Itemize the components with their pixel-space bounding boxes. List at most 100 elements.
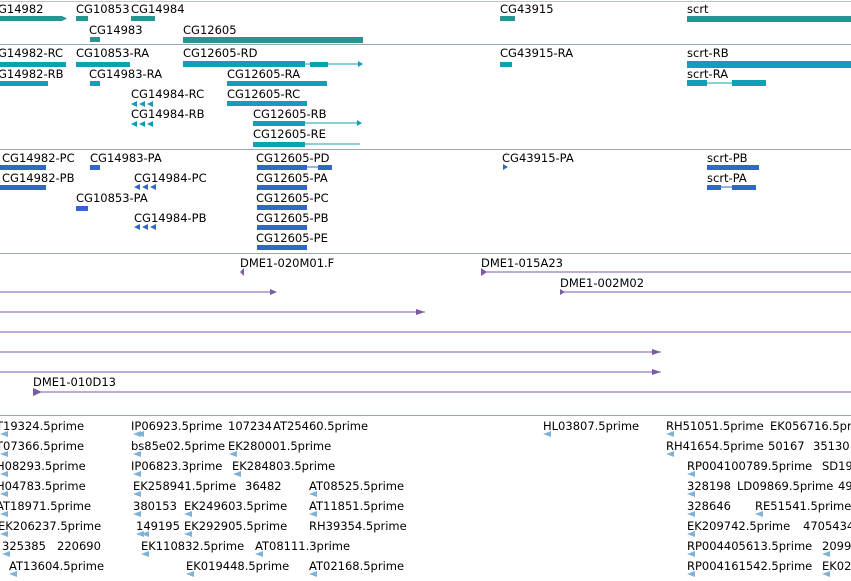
cds-bar[interactable] [257, 225, 307, 230]
transcript-exon[interactable] [253, 142, 305, 147]
transcript-label[interactable]: CG12605-RE [253, 127, 326, 141]
transcript-label[interactable]: scrt-RA [687, 67, 729, 81]
est-label[interactable]: AT25460.5prime [273, 419, 369, 433]
est-label[interactable]: 4705434 [803, 519, 851, 533]
clone-label[interactable]: DME1-010D13 [33, 375, 116, 389]
transcript-label[interactable]: CG12605-RD [183, 46, 258, 60]
transcript-label[interactable]: CG14984-RC [131, 87, 205, 101]
cds-bar[interactable] [257, 205, 307, 210]
cds-bar[interactable] [76, 206, 88, 211]
transcript-label[interactable]: CG43915-RA [500, 46, 574, 60]
clone-label[interactable]: DME1-020M01.F [240, 256, 335, 270]
gene-label[interactable]: CG12605 [183, 23, 237, 37]
cds-label[interactable]: scrt-PA [707, 171, 747, 185]
est-label[interactable]: 36482 [245, 479, 282, 493]
gene-bar[interactable] [90, 37, 100, 42]
transcript-exon[interactable] [139, 121, 145, 127]
gene-bar[interactable] [500, 16, 515, 21]
est-label[interactable]: H08293.5prime [0, 459, 86, 473]
est-label[interactable]: EK209742.5prime [687, 519, 791, 533]
cds-bar[interactable] [707, 185, 721, 190]
transcript-exon[interactable] [147, 121, 153, 127]
est-label[interactable]: EK258941.5prime [133, 479, 237, 493]
cds-label[interactable]: CG12605-PD [256, 151, 330, 165]
gene-bar[interactable] [76, 16, 88, 21]
gene-label[interactable]: scrt [687, 2, 709, 16]
est-label[interactable]: AT13604.5prime [9, 559, 105, 573]
gene-bar[interactable] [0, 16, 62, 21]
gene-label[interactable]: CG14983 [89, 23, 143, 37]
clone-end-marker[interactable] [270, 289, 277, 295]
est-label[interactable]: EK110832.5prime [141, 539, 245, 553]
est-label[interactable]: LD09869.5prime [737, 479, 834, 493]
est-label[interactable]: RP004405613.5prime [687, 539, 813, 553]
est-label[interactable]: RP004100789.5prime [687, 459, 813, 473]
cds-bar[interactable] [257, 185, 307, 190]
est-label[interactable]: 49 [838, 479, 851, 493]
est-label[interactable]: SD19 [822, 459, 851, 473]
cds-label[interactable]: CG12605-PC [256, 191, 329, 205]
est-label[interactable]: 107234 [228, 419, 272, 433]
est-label[interactable]: T19324.5prime [0, 419, 85, 433]
est-label[interactable]: EK292905.5prime [184, 519, 288, 533]
transcript-exon[interactable] [310, 62, 328, 67]
transcript-label[interactable]: CG12605-RB [253, 107, 327, 121]
transcript-label[interactable]: scrt-RB [687, 46, 729, 60]
cds-bar[interactable] [0, 165, 46, 170]
cds-label[interactable]: CG14984-PB [134, 211, 207, 225]
transcript-strand-arrow[interactable] [357, 120, 362, 126]
est-label[interactable]: AT18971.5prime [0, 499, 92, 513]
cds-bar[interactable] [90, 165, 100, 170]
gene-label[interactable]: CG10853 [76, 2, 130, 16]
est-label[interactable]: EK056716.5prime [770, 419, 851, 433]
transcript-label[interactable]: CG14983-RA [89, 67, 163, 81]
est-label[interactable]: EK249603.5prime [184, 499, 288, 513]
est-label[interactable]: EK206237.5prime [0, 519, 102, 533]
cds-label[interactable]: CG12605-PA [256, 171, 328, 185]
transcript-exon[interactable] [227, 81, 327, 86]
clone-end-marker[interactable] [416, 309, 425, 315]
gene-label[interactable]: G14982 [0, 2, 44, 16]
est-label[interactable]: RH41654.5prime [666, 439, 764, 453]
est-label[interactable]: 149195 [136, 519, 180, 533]
cds-label[interactable]: CG14982-PB [2, 171, 75, 185]
transcript-label[interactable]: G14982-RB [0, 67, 64, 81]
transcript-strand-arrow[interactable] [358, 61, 363, 67]
cds-label[interactable]: CG14983-PA [90, 151, 162, 165]
transcript-label[interactable]: CG12605-RA [227, 67, 301, 81]
cds-label[interactable]: CG10853-PA [76, 191, 148, 205]
est-label[interactable]: RH51051.5prime [666, 419, 764, 433]
est-label[interactable]: IP06823.3prime [131, 459, 223, 473]
clone-label[interactable]: DME1-002M02 [560, 276, 645, 290]
est-label[interactable]: RP004161542.5prime [687, 559, 813, 573]
est-label[interactable]: EK02 [822, 559, 851, 573]
est-label[interactable]: IP06923.5prime [131, 419, 223, 433]
gene-label[interactable]: CG43915 [500, 2, 554, 16]
est-label[interactable]: RH39354.5prime [309, 519, 407, 533]
est-label[interactable]: EK284803.5prime [232, 459, 336, 473]
transcript-exon[interactable] [227, 101, 307, 106]
est-label[interactable]: 2099 [822, 539, 851, 553]
transcript-label[interactable]: CG14984-RB [131, 107, 205, 121]
est-label[interactable]: 220690 [57, 539, 101, 553]
est-label[interactable]: AT08111.3prime [255, 539, 351, 553]
est-label[interactable]: bs85e02.5prime [131, 439, 226, 453]
est-label[interactable]: 325385 [2, 539, 46, 553]
cds-bar[interactable] [257, 245, 307, 250]
est-label[interactable]: 328198 [687, 479, 731, 493]
est-label[interactable]: 380153 [133, 499, 177, 513]
transcript-exon[interactable] [0, 81, 48, 86]
gene-bar[interactable] [131, 16, 155, 21]
est-label[interactable]: AT02168.5prime [309, 559, 405, 573]
est-label[interactable]: 50167 [768, 439, 805, 453]
clone-end-marker[interactable] [652, 369, 661, 375]
cds-label[interactable]: CG14982-PC [2, 151, 75, 165]
est-label[interactable]: AT11851.5prime [309, 499, 405, 513]
cds-bar[interactable] [732, 185, 756, 190]
transcript-exon[interactable] [500, 62, 512, 67]
est-label[interactable]: EK280001.5prime [228, 439, 332, 453]
est-label[interactable]: T07366.5prime [0, 439, 85, 453]
gene-strand-arrow[interactable] [62, 16, 67, 21]
cds-bar[interactable] [257, 165, 307, 170]
est-label[interactable]: HL03807.5prime [543, 419, 640, 433]
